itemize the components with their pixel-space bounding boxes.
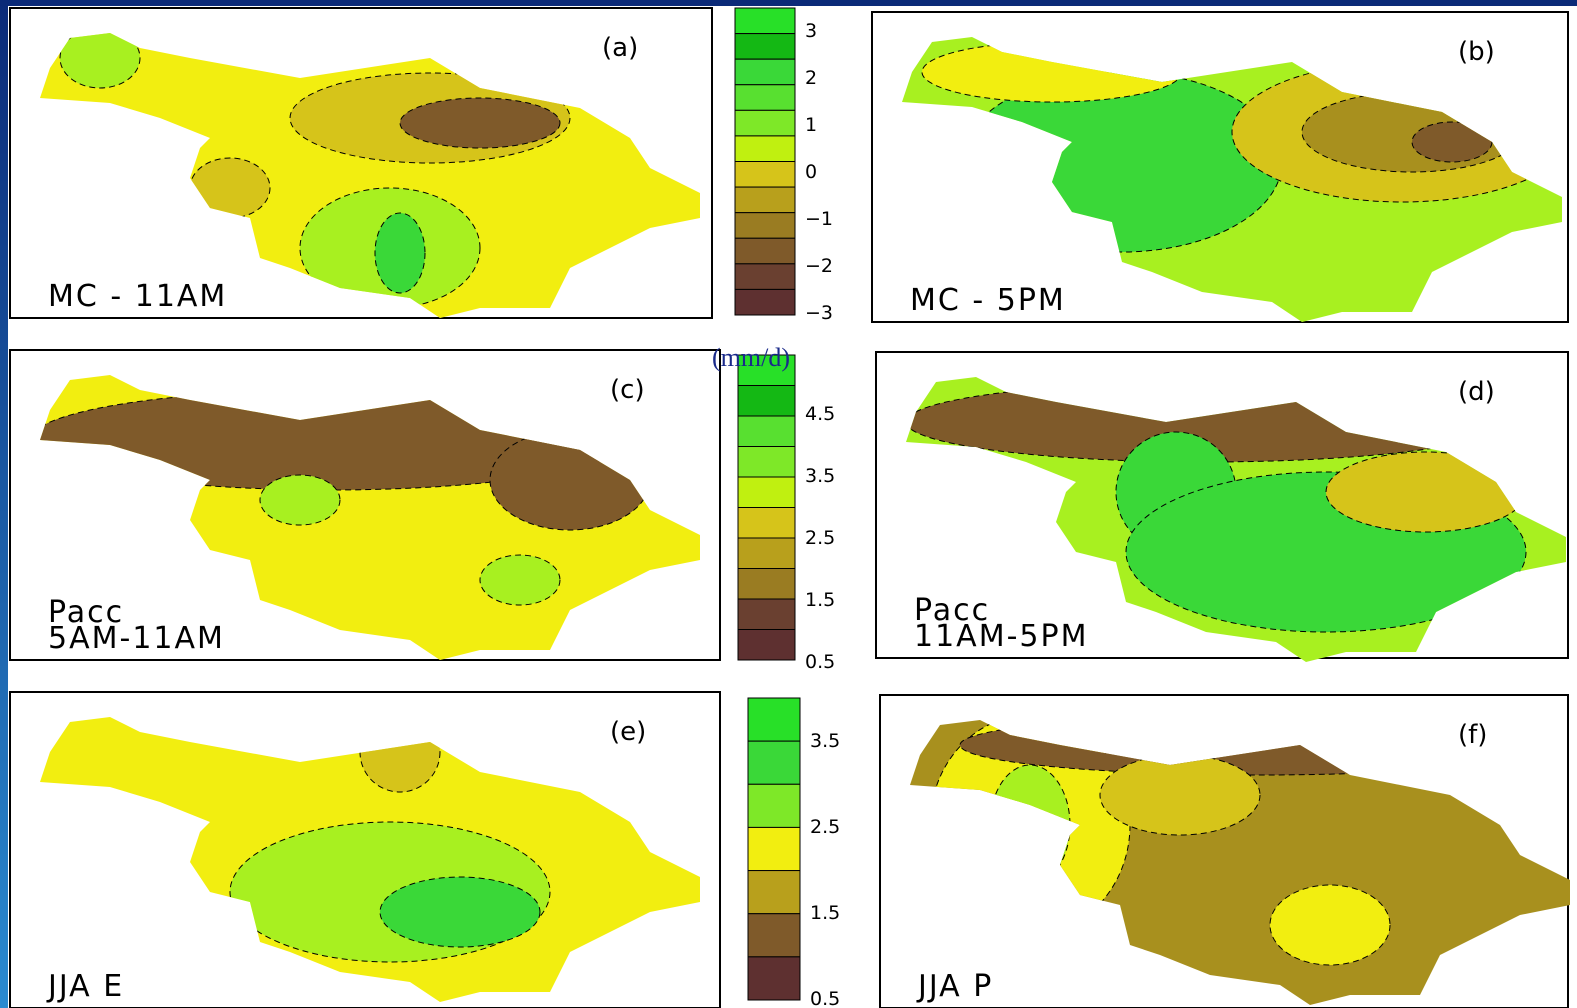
panel-tag: (d) (1458, 377, 1495, 407)
colorbar-bin (735, 162, 795, 188)
colorbar-bin (738, 508, 795, 539)
colorbar-bin (735, 213, 795, 239)
colorbar-bin (748, 698, 800, 741)
panel-label: 11AM-5PM (914, 619, 1088, 654)
colorbar-tick-label: 3.5 (810, 730, 840, 752)
colorbar-bin (738, 599, 795, 630)
contour-region (375, 213, 425, 293)
colorbar-bin (735, 238, 795, 264)
colorbar-bin (738, 447, 795, 478)
panel-label: MC - 5PM (910, 283, 1066, 318)
colorbar-tick-label: 1.5 (805, 589, 835, 611)
colorbar-bin (735, 8, 795, 34)
panel-label: MC - 11AM (48, 279, 227, 314)
colorbar-tick-label: −3 (805, 302, 833, 324)
colorbar-bin (735, 187, 795, 213)
colorbar-bin (735, 59, 795, 85)
panel-tag: (c) (610, 375, 645, 405)
colorbar-tick-label: −1 (805, 208, 833, 230)
panel-tag: (a) (602, 33, 638, 63)
panel-label: JJA P (916, 969, 993, 1004)
colorbar-bin (735, 136, 795, 162)
panel-tag: (e) (610, 717, 646, 747)
colorbar-tick-label: 2.5 (810, 816, 840, 838)
contour-region (260, 475, 340, 525)
colorbar-tick-label: 4.5 (805, 403, 835, 425)
colorbar-tick-label: 0.5 (805, 651, 835, 673)
contour-region (480, 555, 560, 605)
colorbar-bin (738, 630, 795, 661)
contour-region (400, 98, 560, 148)
colorbar-bin (748, 871, 800, 914)
colorbar-tick-label: 2 (805, 67, 817, 89)
colorbar-bin (748, 827, 800, 870)
colorbar-bin (748, 741, 800, 784)
colorbar-bin (735, 85, 795, 111)
colorbar-bin (748, 784, 800, 827)
colorbar-bin (748, 957, 800, 1000)
colorbar-bin (738, 386, 795, 417)
colorbar-tick-label: 3.5 (805, 465, 835, 487)
colorbar-bin (738, 477, 795, 508)
colorbar-bin (735, 289, 795, 315)
panel-label: 5AM-11AM (48, 621, 225, 656)
panel-tag: (b) (1458, 37, 1495, 67)
colorbar-bin (748, 914, 800, 957)
contour-region (1100, 755, 1260, 835)
colorbar-bin (738, 538, 795, 569)
colorbar-bin (738, 569, 795, 600)
contour-region (380, 877, 540, 947)
contour-region (1270, 885, 1390, 965)
colorbar-tick-label: 0.5 (810, 988, 840, 1008)
colorbar-unit: (mm/d) (712, 343, 790, 372)
colorbar-tick-label: 2.5 (805, 527, 835, 549)
colorbar-tick-label: 1 (805, 114, 817, 136)
colorbar-tick-label: 0 (805, 161, 817, 183)
colorbar-tick-label: −2 (805, 255, 833, 277)
colorbar-tick-label: 1.5 (810, 902, 840, 924)
colorbar-bin (735, 264, 795, 290)
panel-label: JJA E (46, 969, 124, 1004)
colorbar-tick-label: 3 (805, 20, 817, 42)
colorbar-bin (735, 110, 795, 136)
figure: (a)MC - 11AM(b)MC - 5PM(c)Pacc5AM-11AM(d… (0, 0, 1577, 1008)
colorbar-bin (735, 34, 795, 60)
panel-tag: (f) (1458, 720, 1487, 750)
colorbar-bin (738, 416, 795, 447)
